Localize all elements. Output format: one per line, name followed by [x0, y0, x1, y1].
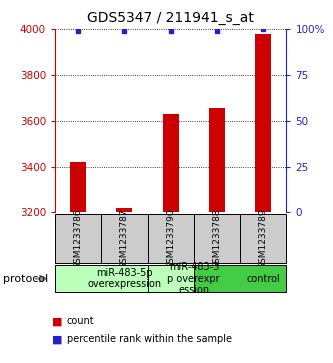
Text: ■: ■ — [52, 334, 62, 344]
Text: ■: ■ — [52, 316, 62, 326]
Bar — [194, 214, 240, 263]
Bar — [148, 214, 194, 263]
Bar — [194, 265, 286, 292]
Text: protocol: protocol — [3, 274, 49, 284]
Bar — [255, 34, 271, 212]
Bar — [55, 214, 101, 263]
Bar — [240, 214, 286, 263]
Text: percentile rank within the sample: percentile rank within the sample — [67, 334, 231, 344]
Bar — [209, 108, 225, 212]
Text: GSM1233788: GSM1233788 — [212, 208, 221, 269]
Bar — [70, 162, 86, 212]
Bar — [148, 265, 194, 292]
Title: GDS5347 / 211941_s_at: GDS5347 / 211941_s_at — [87, 11, 254, 25]
Text: GSM1233786: GSM1233786 — [74, 208, 83, 269]
Text: count: count — [67, 316, 94, 326]
Bar — [116, 208, 133, 212]
Text: GSM1233790: GSM1233790 — [166, 208, 175, 269]
Bar — [55, 265, 148, 292]
Text: miR-483-3
p overexpr
ession: miR-483-3 p overexpr ession — [167, 262, 220, 295]
Bar — [101, 214, 148, 263]
Text: GSM1233789: GSM1233789 — [259, 208, 268, 269]
Text: control: control — [246, 274, 280, 284]
Text: GSM1233787: GSM1233787 — [120, 208, 129, 269]
Bar — [163, 114, 179, 212]
Text: miR-483-5p
overexpression: miR-483-5p overexpression — [87, 268, 162, 289]
